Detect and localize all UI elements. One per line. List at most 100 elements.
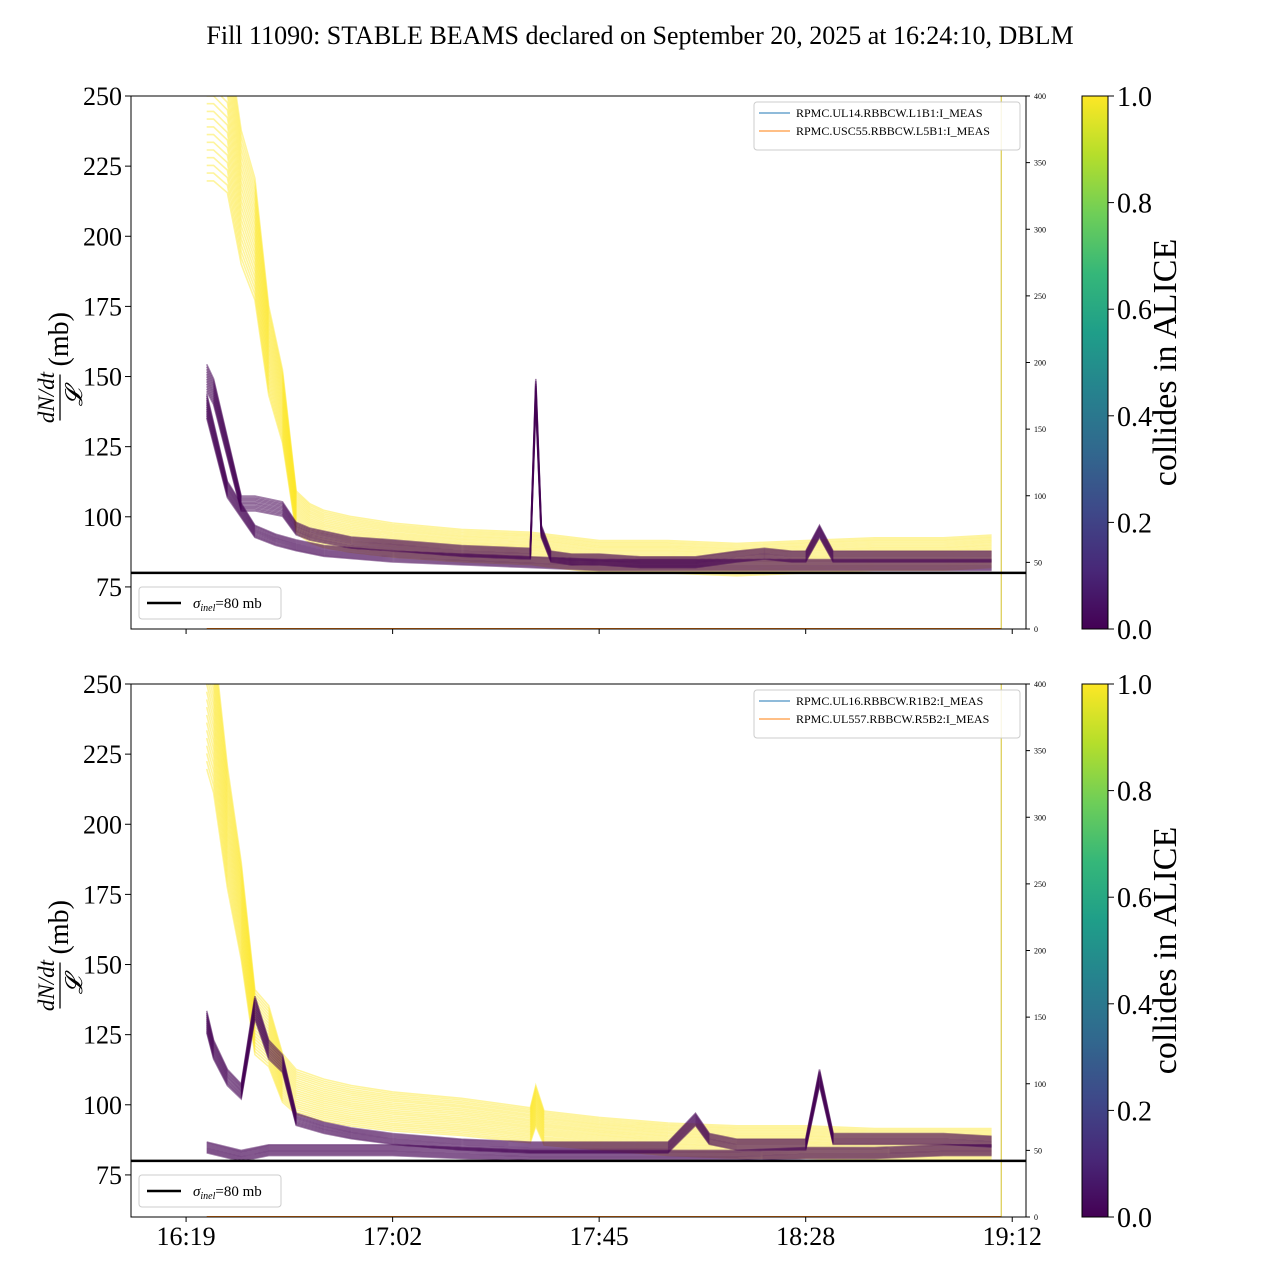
panel-bottom: 75 100 125 150 175 200 225 250 0 50 100 150 200 250 30… — [34, 670, 1046, 1251]
series-line — [205, 397, 992, 563]
series-line — [205, 402, 992, 565]
series-line — [206, 126, 992, 566]
y2-tick-label: 150 — [1034, 425, 1046, 434]
y2-tick-label: 250 — [1034, 292, 1046, 301]
y2-tick-label: 50 — [1034, 558, 1042, 567]
series-line — [205, 411, 992, 569]
y2-tick-label: 200 — [1034, 359, 1046, 368]
y-tick-label: 175 — [83, 880, 122, 909]
series-line — [206, 1143, 992, 1154]
series-line — [205, 400, 992, 564]
series-line — [205, 404, 992, 566]
colorbar-tick-label: 0.0 — [1117, 1203, 1152, 1234]
colorbar-label: collides in ALICE — [1147, 239, 1184, 486]
series-line — [231, 96, 992, 551]
sigma-value: =80 mb — [215, 596, 261, 612]
series-line — [206, 1147, 992, 1158]
series-line — [206, 1145, 992, 1156]
colorbar-tick-label: 0.4 — [1117, 990, 1152, 1021]
y2-tick-label: 250 — [1034, 880, 1046, 889]
y-label-unit: (mb) — [44, 900, 75, 954]
series-line — [206, 180, 992, 577]
y-tick-label: 250 — [83, 670, 122, 699]
series-line — [205, 366, 992, 559]
y-tick-label: 225 — [83, 152, 122, 181]
y2-tick-label: 300 — [1034, 813, 1046, 822]
x-tick-label: 18:28 — [776, 1222, 835, 1251]
y2-tick-label: 150 — [1034, 1013, 1046, 1022]
y-label-unit: (mb) — [44, 312, 75, 366]
sigma-legend-label: σinel=80 mb — [193, 596, 262, 614]
series-line — [205, 406, 992, 567]
series-line — [234, 96, 992, 546]
colorbar: 0.0 0.2 0.4 0.6 0.8 1.0 collides in ALICE — [1081, 670, 1184, 1234]
x-tick-label: 17:02 — [363, 1222, 422, 1251]
y-tick-label: 125 — [83, 1021, 122, 1050]
y-axis-label: dN/dt 𝓛(mb) — [34, 900, 88, 1011]
series-line — [205, 684, 992, 1145]
series-line — [217, 684, 992, 1130]
legend-box — [753, 689, 1021, 739]
series-line — [205, 417, 992, 572]
colorbar-tick-label: 1.0 — [1117, 82, 1152, 113]
y-tick-label: 125 — [83, 433, 122, 462]
y2-tick-label: 350 — [1034, 159, 1046, 168]
series-line — [216, 684, 992, 1133]
colorbar-tick-label: 0.2 — [1117, 1096, 1152, 1127]
y2-tick-label: 300 — [1034, 225, 1046, 234]
panel-top: 75 100 125 150 175 200 225 250 0 50 100 150 200 250 30… — [34, 82, 1046, 634]
sigma-value: =80 mb — [215, 1184, 261, 1200]
colorbar-gradient — [1081, 683, 1109, 1218]
series-line — [206, 149, 992, 571]
series-line — [206, 141, 992, 569]
colorbar: 0.0 0.2 0.4 0.6 0.8 1.0 collides in ALICE — [1081, 82, 1184, 646]
series-line — [215, 684, 992, 1135]
series-line — [216, 684, 992, 1131]
series-line — [206, 96, 992, 560]
legend-entry: RPMC.USC55.RBBCW.L5B1:I_MEAS — [796, 124, 990, 138]
sigma-legend-label: σinel=80 mb — [193, 1184, 262, 1202]
y-tick-label: 100 — [83, 503, 122, 532]
chart-title: Fill 11090: STABLE BEAMS declared on Sep… — [206, 21, 1073, 50]
y-axis-label: dN/dt 𝓛(mb) — [34, 312, 88, 423]
series-line — [214, 684, 992, 1136]
x-tick-label: 16:19 — [156, 1222, 215, 1251]
series-line — [213, 684, 992, 1138]
right-legend: RPMC.UL14.RBBCW.L1B1:I_MEAS RPMC.USC55.RB… — [753, 101, 1021, 151]
y-label-numerator: dN/dt — [34, 371, 59, 423]
y2-tick-label: 100 — [1034, 492, 1046, 501]
series-line — [205, 768, 992, 1162]
y-tick-label: 150 — [83, 951, 122, 980]
series-line — [205, 363, 992, 558]
y2-tick-label: 50 — [1034, 1146, 1042, 1155]
y2-tick-label: 400 — [1034, 680, 1046, 689]
series-line — [206, 1148, 992, 1159]
y2-tick-label: 400 — [1034, 92, 1046, 101]
y2-tick-label: 100 — [1034, 1080, 1046, 1089]
colorbar-tick-label: 1.0 — [1117, 670, 1152, 701]
series-line — [211, 684, 992, 1141]
series-line — [207, 684, 992, 1144]
series-line — [235, 96, 992, 545]
series-line — [205, 395, 992, 562]
series-line — [206, 1151, 992, 1162]
y-label-numerator: dN/dt — [34, 959, 59, 1011]
series-line — [206, 1144, 992, 1155]
colorbar-tick-label: 0.8 — [1117, 189, 1152, 220]
y-tick-label: 150 — [83, 363, 122, 392]
series-line — [212, 684, 992, 1139]
series-line — [205, 995, 992, 1143]
y-tick-label: 75 — [96, 1161, 122, 1190]
legend-entry: RPMC.UL14.RBBCW.L1B1:I_MEAS — [796, 106, 983, 120]
series-line — [219, 96, 992, 559]
colorbar-tick-label: 0.6 — [1117, 295, 1152, 326]
series-line — [209, 684, 992, 1142]
sigma-subscript: inel — [200, 603, 215, 614]
series-line — [205, 408, 992, 568]
legend-entry: RPMC.UL557.RBBCW.R5B2:I_MEAS — [796, 712, 989, 726]
y2-tick-label: 350 — [1034, 747, 1046, 756]
sigma-symbol: σ — [193, 1184, 201, 1200]
legend-box — [753, 101, 1021, 151]
y2-tick-label: 200 — [1034, 947, 1046, 956]
sigma-legend: σinel=80 mb — [138, 586, 282, 620]
